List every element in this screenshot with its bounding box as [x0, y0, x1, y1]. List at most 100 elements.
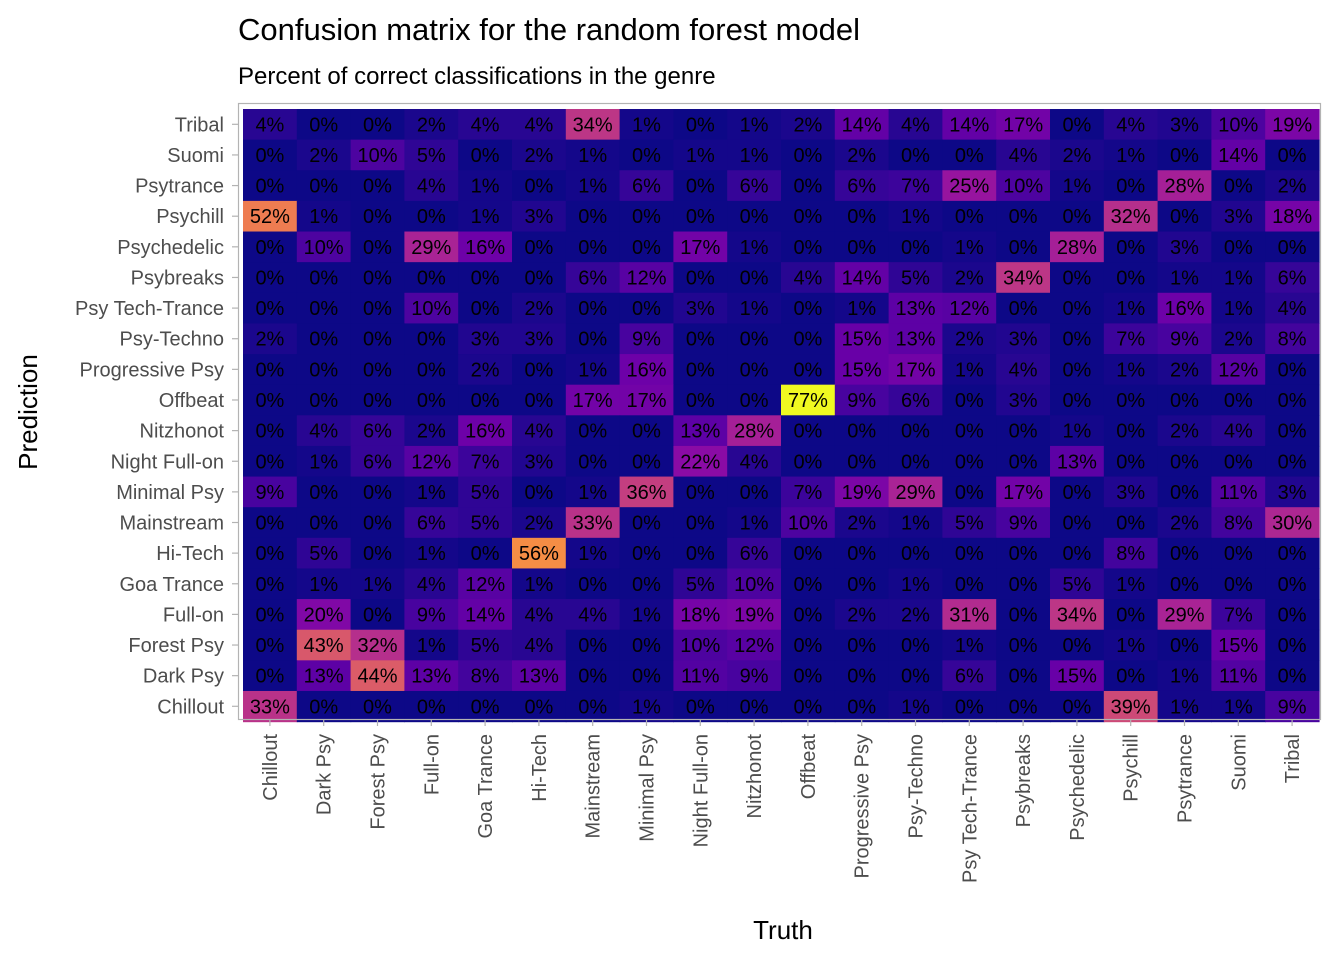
heatmap-cell — [1211, 292, 1266, 325]
heatmap-cell — [781, 109, 836, 141]
heatmap-cell — [296, 109, 352, 141]
cell-value-label: 3% — [686, 298, 715, 320]
heatmap-cell — [1211, 660, 1266, 692]
cell-value-label: 1% — [1116, 574, 1145, 596]
cell-value-label: 7% — [1116, 329, 1145, 351]
cell-value-label: 4% — [417, 176, 446, 198]
cell-value-label: 2% — [847, 145, 876, 167]
cell-value-label: 6% — [363, 421, 392, 443]
heatmap-cell — [996, 629, 1051, 661]
heatmap-cell — [1103, 445, 1159, 478]
cell-value-label: 0% — [417, 359, 446, 381]
heatmap-cell — [727, 476, 782, 508]
cell-value-label: 0% — [524, 696, 553, 718]
heatmap-cell — [350, 170, 405, 202]
heatmap-cell — [888, 599, 943, 631]
cell-value-label: 0% — [1170, 543, 1199, 565]
cell-value-label: 0% — [1116, 267, 1145, 289]
heatmap-cell — [673, 292, 728, 325]
cell-value-label: 10% — [734, 574, 774, 596]
heatmap-cell — [1211, 568, 1266, 600]
x-tick-label: Offbeat — [798, 734, 820, 800]
cell-value-label: 0% — [471, 696, 500, 718]
cell-value-label: 2% — [1062, 145, 1091, 167]
cell-value-label: 31% — [949, 604, 989, 626]
heatmap-cell — [404, 384, 459, 416]
cell-value-label: 0% — [363, 237, 392, 259]
cell-value-label: 6% — [740, 176, 769, 198]
heatmap-cell — [512, 354, 567, 386]
cell-value-label: 0% — [309, 696, 338, 718]
heatmap-cell — [565, 231, 621, 263]
heatmap-cell — [727, 292, 782, 325]
heatmap-cell — [296, 354, 352, 386]
cell-value-label: 14% — [465, 604, 505, 626]
cell-value-label: 4% — [578, 604, 607, 626]
cell-value-label: 52% — [250, 206, 290, 228]
cell-value-label: 2% — [1170, 359, 1199, 381]
cell-value-label: 1% — [309, 451, 338, 473]
heatmap-cell — [458, 292, 513, 325]
heatmap-cell — [350, 323, 405, 355]
cell-value-label: 4% — [471, 114, 500, 136]
heatmap-cell — [727, 568, 782, 600]
heatmap-cell — [458, 476, 513, 508]
cell-value-label: 3% — [1170, 114, 1199, 136]
cell-value-label: 0% — [632, 145, 661, 167]
cell-value-label: 1% — [955, 237, 984, 259]
heatmap-cell — [1050, 231, 1105, 263]
cell-value-label: 0% — [793, 696, 822, 718]
heatmap-cell — [619, 262, 674, 294]
cell-value-label: 8% — [1278, 329, 1307, 351]
cell-value-label: 2% — [524, 145, 553, 167]
cell-value-label: 39% — [1111, 696, 1151, 718]
x-tick-label: Night Full-on — [690, 734, 712, 847]
heatmap-cell — [458, 690, 513, 723]
heatmap-cell — [243, 415, 298, 447]
cell-value-label: 19% — [842, 482, 882, 504]
heatmap-cell — [781, 629, 836, 661]
heatmap-cell — [350, 200, 405, 233]
heatmap-cell — [834, 262, 890, 294]
cell-value-label: 0% — [1062, 298, 1091, 320]
heatmap-cell — [565, 629, 621, 661]
heatmap-cell — [458, 507, 513, 539]
cell-value-label: 0% — [632, 451, 661, 473]
x-tick-label: Chillout — [260, 734, 282, 801]
y-tick-label: Psytrance — [135, 176, 224, 198]
heatmap-cell — [1157, 200, 1212, 233]
cell-value-label: 0% — [363, 513, 392, 535]
heatmap-cell — [1103, 231, 1159, 263]
heatmap-cell — [296, 660, 352, 692]
cell-value-label: 0% — [740, 206, 769, 228]
cell-value-label: 0% — [524, 267, 553, 289]
cell-value-label: 0% — [1009, 543, 1038, 565]
heatmap-cell — [942, 445, 997, 478]
cell-value-label: 0% — [578, 696, 607, 718]
cell-value-label: 0% — [1009, 604, 1038, 626]
y-tick-label: Full-on — [163, 604, 224, 626]
cell-value-label: 0% — [524, 359, 553, 381]
cell-value-label: 4% — [1009, 359, 1038, 381]
heatmap-cell — [404, 354, 459, 386]
heatmap-cell — [888, 231, 943, 263]
cell-value-label: 12% — [626, 267, 666, 289]
cell-value-label: 1% — [1116, 635, 1145, 657]
cell-value-label: 0% — [1009, 451, 1038, 473]
cell-value-label: 0% — [847, 574, 876, 596]
cell-value-label: 5% — [1062, 574, 1091, 596]
heatmap-cell — [1050, 415, 1105, 447]
cell-value-label: 0% — [955, 145, 984, 167]
cell-value-label: 34% — [1003, 267, 1043, 289]
heatmap-cell — [1050, 568, 1105, 600]
heatmap-cell — [1103, 139, 1159, 171]
heatmap-cell — [781, 660, 836, 692]
y-tick-label: Night Full-on — [111, 451, 224, 473]
cell-value-label: 0% — [363, 329, 392, 351]
y-tick-label: Dark Psy — [143, 666, 224, 688]
y-tick-label: Psy Tech-Trance — [75, 298, 224, 320]
cell-value-label: 0% — [793, 543, 822, 565]
cell-value-label: 0% — [255, 635, 284, 657]
heatmap-cell — [673, 139, 728, 171]
cell-value-label: 10% — [680, 635, 720, 657]
